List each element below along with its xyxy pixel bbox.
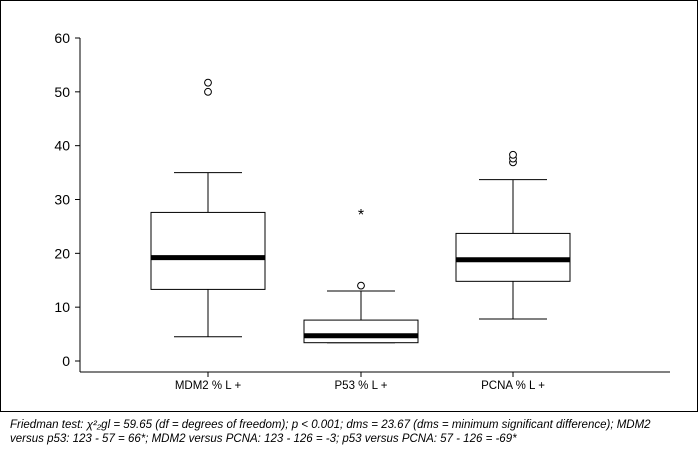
x-tick-label: PCNA % L + (481, 380, 545, 392)
x-tick-label: MDM2 % L + (175, 380, 242, 392)
axes: 0 10 20 30 40 50 60 MDM2 % L + P53 % L + PCNA % L… (54, 30, 670, 392)
y-tick-label: 10 (54, 299, 70, 315)
outlier-point (357, 281, 365, 290)
y-tick-label: 20 (54, 245, 70, 261)
outlier-point (204, 87, 212, 96)
caption-line-2: versus p53: 123 - 57 = 66*; MDM2 versus … (10, 433, 517, 445)
y-tick-label: 40 (54, 138, 70, 154)
box-1 (150, 78, 266, 338)
y-tick-label: 30 (54, 192, 70, 208)
y-tick-label: 0 (62, 353, 70, 369)
y-tick-label: 60 (54, 30, 70, 46)
extreme-point: * (358, 207, 364, 224)
box-series: * (150, 78, 571, 344)
outlier-point (509, 150, 517, 159)
figure-frame (0, 0, 698, 412)
figure-caption: Friedman test: χ²₂gl = 59.65 (df = degre… (10, 418, 695, 446)
box-iqr (150, 211, 266, 290)
caption-line-1: Friedman test: χ²₂gl = 59.65 (df = degre… (10, 419, 651, 431)
box-3 (455, 150, 571, 320)
box-iqr (303, 319, 419, 344)
box-plot-chart: 0 10 20 30 40 50 60 MDM2 % L + P53 % L + PCNA % L… (54, 30, 670, 392)
outlier-point (204, 78, 212, 87)
y-tick-label: 50 (54, 84, 70, 100)
x-tick-label: P53 % L + (335, 380, 388, 392)
box-2: * (303, 207, 419, 344)
